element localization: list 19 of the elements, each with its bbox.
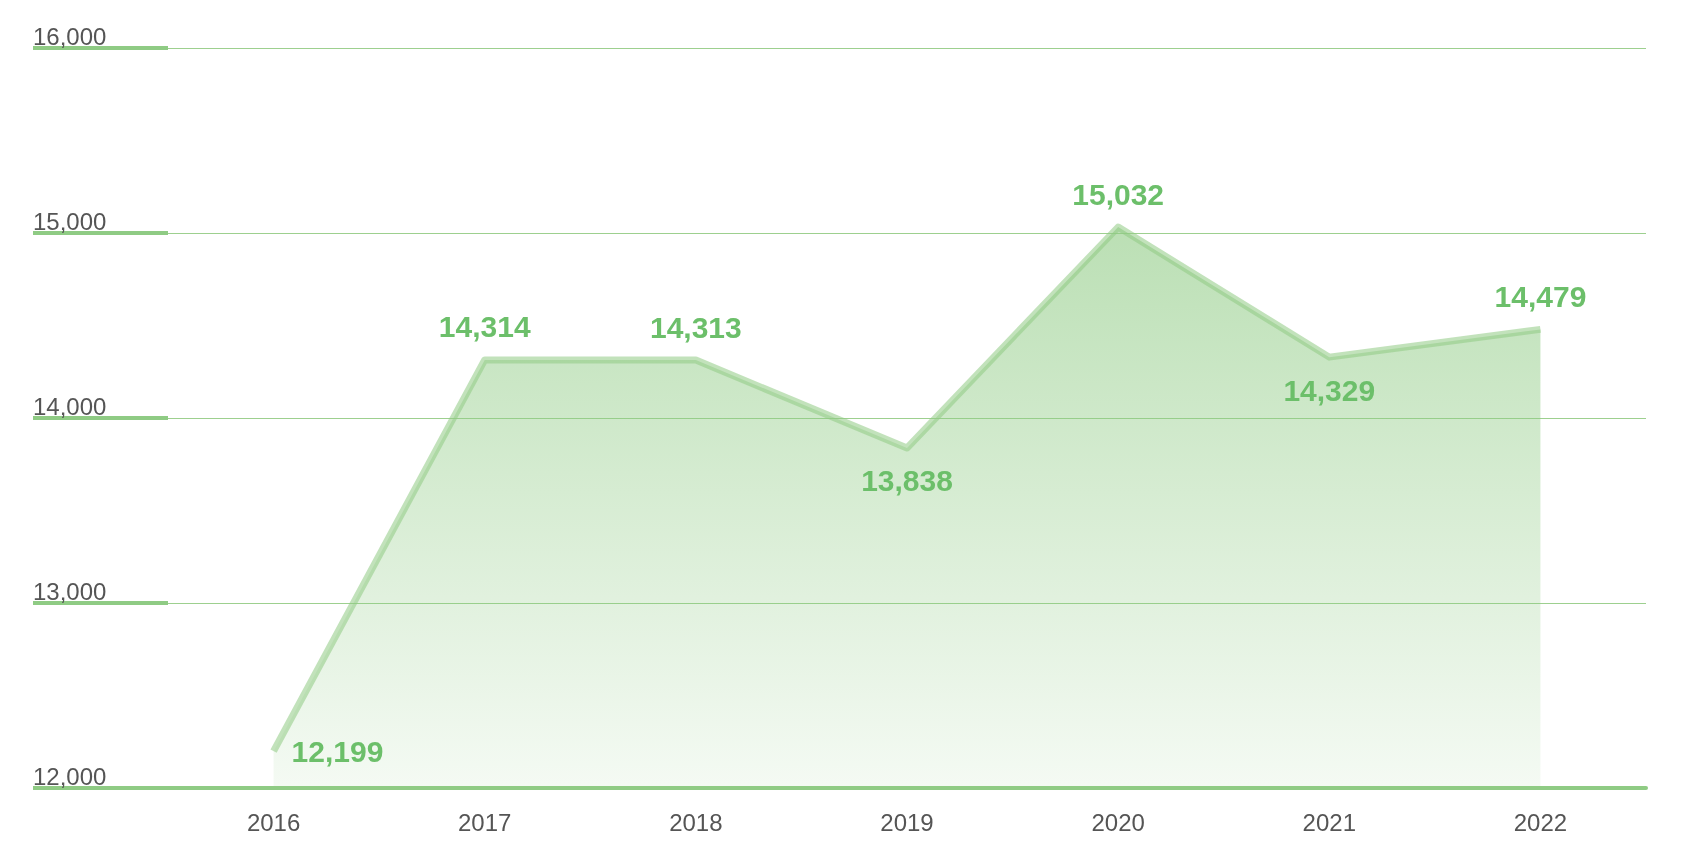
x-tick-label: 2017 (458, 808, 512, 836)
x-tick-label: 2022 (1513, 808, 1568, 836)
x-tick-label: 2016 (246, 808, 301, 836)
y-tick-label: 15,000 (33, 207, 107, 235)
x-tick-label: 2020 (1091, 808, 1145, 836)
data-label: 14,314 (438, 310, 531, 344)
y-tick-label: 13,000 (33, 577, 107, 605)
x-tick-label: 2018 (669, 808, 723, 836)
data-label: 14,479 (1494, 279, 1587, 313)
data-label: 14,329 (1283, 373, 1376, 407)
y-tick-label: 16,000 (33, 22, 107, 50)
data-label: 12,199 (291, 734, 384, 768)
y-tick-label: 12,000 (33, 762, 107, 790)
x-tick-label: 2019 (880, 808, 934, 836)
data-label: 14,313 (649, 310, 742, 344)
data-label: 15,032 (1072, 177, 1165, 211)
y-tick-label: 14,000 (33, 392, 107, 420)
x-tick-label: 2021 (1302, 808, 1356, 836)
data-label: 13,838 (861, 464, 953, 498)
